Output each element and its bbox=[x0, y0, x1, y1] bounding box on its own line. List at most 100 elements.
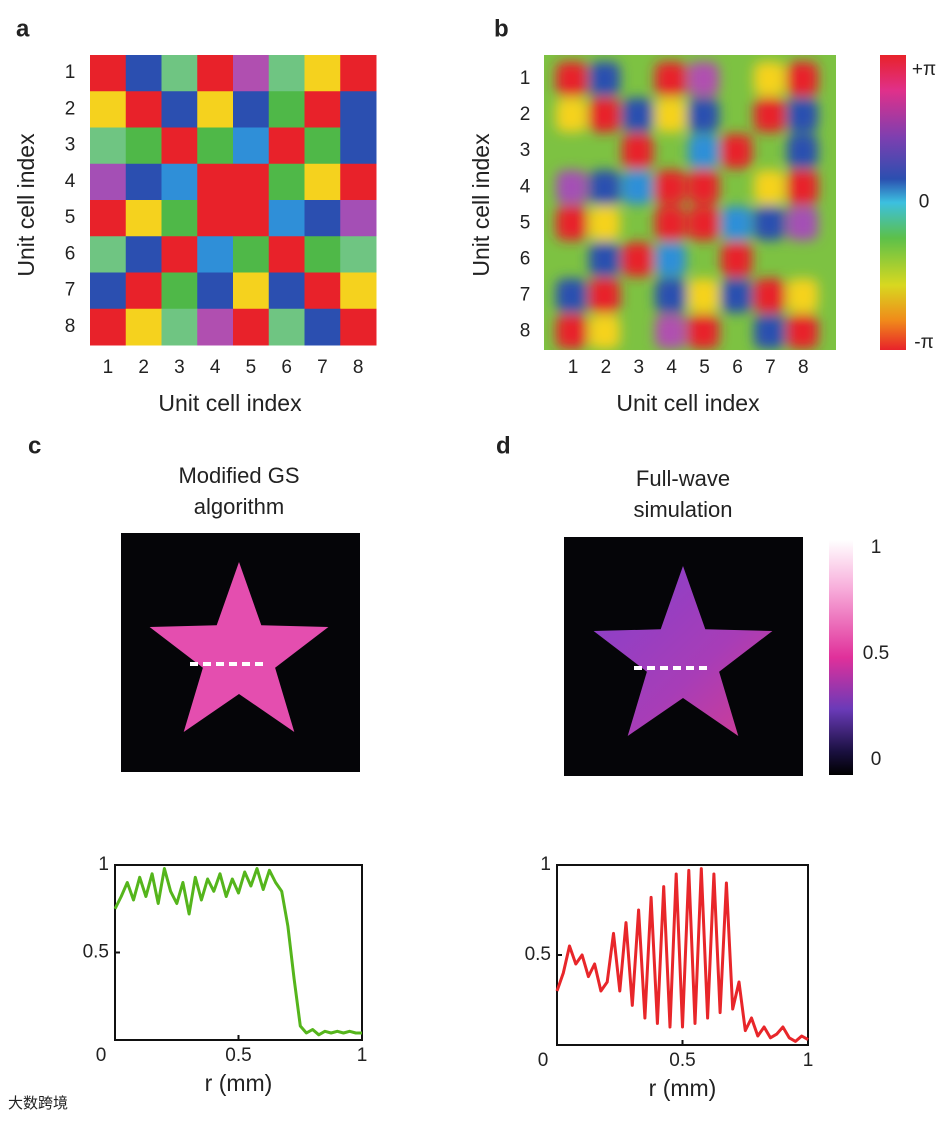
x-tick-label: 3 bbox=[174, 357, 185, 378]
cell bbox=[161, 55, 198, 92]
cell bbox=[233, 236, 270, 273]
cell bbox=[197, 127, 234, 165]
cell bbox=[268, 308, 305, 346]
cell bbox=[304, 127, 341, 165]
phase-blob bbox=[655, 314, 686, 349]
y-tick-label: 4 bbox=[520, 176, 531, 197]
cell bbox=[304, 272, 341, 310]
colorbar-tick-label: 0 bbox=[871, 749, 882, 770]
phase-blob bbox=[721, 242, 752, 277]
x-tick-label: 0.5 bbox=[225, 1045, 251, 1066]
phase-blob bbox=[754, 98, 785, 133]
phase-blob bbox=[655, 242, 686, 277]
cell bbox=[161, 236, 198, 273]
y-tick-label: 1 bbox=[98, 854, 109, 875]
cell bbox=[340, 272, 377, 310]
cell bbox=[197, 163, 234, 201]
x-tick-label: 1 bbox=[568, 357, 579, 378]
cell bbox=[233, 272, 270, 310]
cell bbox=[268, 91, 305, 128]
cell bbox=[268, 200, 305, 237]
y-tick-label: 1 bbox=[540, 854, 551, 875]
panel-label: c bbox=[28, 432, 41, 459]
cell bbox=[340, 200, 377, 237]
phase-blob bbox=[556, 314, 587, 349]
y-tick-label: 6 bbox=[520, 249, 531, 270]
cell bbox=[233, 200, 270, 237]
y-axis-label: Unit cell index bbox=[468, 133, 494, 277]
x-tick-label: 2 bbox=[138, 357, 149, 378]
data-line bbox=[555, 867, 809, 1043]
x-axis-label: Unit cell index bbox=[158, 390, 302, 416]
x-tick-label: 8 bbox=[353, 357, 364, 378]
y-axis-label: Unit cell index bbox=[13, 133, 39, 277]
cell bbox=[161, 308, 198, 346]
cell bbox=[304, 163, 341, 201]
cell bbox=[197, 272, 234, 310]
phase-blob bbox=[787, 134, 818, 169]
cell bbox=[268, 236, 305, 273]
cell bbox=[340, 308, 377, 346]
image-title: Modified GS bbox=[178, 463, 299, 488]
cell bbox=[233, 308, 270, 346]
cell bbox=[125, 127, 162, 165]
cell bbox=[268, 163, 305, 201]
colorbar-tick-label: 1 bbox=[871, 537, 882, 558]
cell bbox=[90, 308, 127, 346]
phase-blob bbox=[655, 98, 686, 133]
phase-blob bbox=[556, 278, 587, 313]
phase-blob bbox=[754, 314, 785, 349]
phase-blob bbox=[589, 62, 620, 96]
phase-blob bbox=[589, 170, 620, 205]
phase-blob bbox=[622, 134, 653, 169]
star bbox=[593, 566, 773, 736]
cell bbox=[233, 163, 270, 201]
cell bbox=[161, 127, 198, 165]
colorbar-tick-label: -π bbox=[914, 332, 933, 353]
phase-blob bbox=[556, 62, 587, 96]
colorbar bbox=[880, 55, 906, 350]
phase-blob bbox=[655, 278, 686, 313]
cell bbox=[340, 127, 377, 165]
phase-blob bbox=[688, 98, 719, 133]
phase-blob bbox=[589, 98, 620, 133]
phase-blob bbox=[589, 278, 620, 313]
phase-blob bbox=[754, 278, 785, 313]
cell bbox=[90, 127, 127, 165]
phase-blob bbox=[655, 206, 686, 241]
cell bbox=[125, 91, 162, 128]
y-tick-label: 2 bbox=[520, 104, 531, 125]
phase-blob bbox=[688, 278, 719, 313]
colorbar-tick-label: 0 bbox=[919, 192, 930, 213]
x-tick-label: 0.5 bbox=[669, 1050, 695, 1071]
colorbar-tick-label: +π bbox=[912, 59, 936, 80]
cell bbox=[90, 272, 127, 310]
data-line bbox=[113, 867, 362, 1037]
cell bbox=[197, 55, 234, 92]
y-tick-label: 0.5 bbox=[525, 944, 551, 965]
cell bbox=[197, 91, 234, 128]
y-tick-label: 2 bbox=[65, 98, 76, 119]
x-axis-label: r (mm) bbox=[205, 1070, 273, 1096]
phase-blob bbox=[721, 278, 752, 313]
cell bbox=[304, 200, 341, 237]
cell bbox=[304, 308, 341, 346]
phase-blob bbox=[622, 242, 653, 277]
image-title: Full-wave bbox=[636, 466, 730, 491]
phase-blob bbox=[721, 206, 752, 241]
y-tick-label: 0.5 bbox=[83, 942, 109, 963]
y-tick-label: 8 bbox=[65, 316, 76, 337]
phase-blob bbox=[787, 98, 818, 133]
phase-blob bbox=[688, 170, 719, 205]
cell bbox=[340, 236, 377, 273]
panel-label: b bbox=[494, 15, 509, 42]
colorbar-tick-label: 0.5 bbox=[863, 643, 889, 664]
cell bbox=[161, 163, 198, 201]
x-tick-label: 0 bbox=[538, 1050, 549, 1071]
cell bbox=[125, 308, 162, 346]
cell bbox=[233, 91, 270, 128]
y-tick-label: 8 bbox=[520, 321, 531, 342]
cell bbox=[90, 91, 127, 128]
y-tick-label: 1 bbox=[65, 62, 76, 83]
cell bbox=[197, 308, 234, 346]
